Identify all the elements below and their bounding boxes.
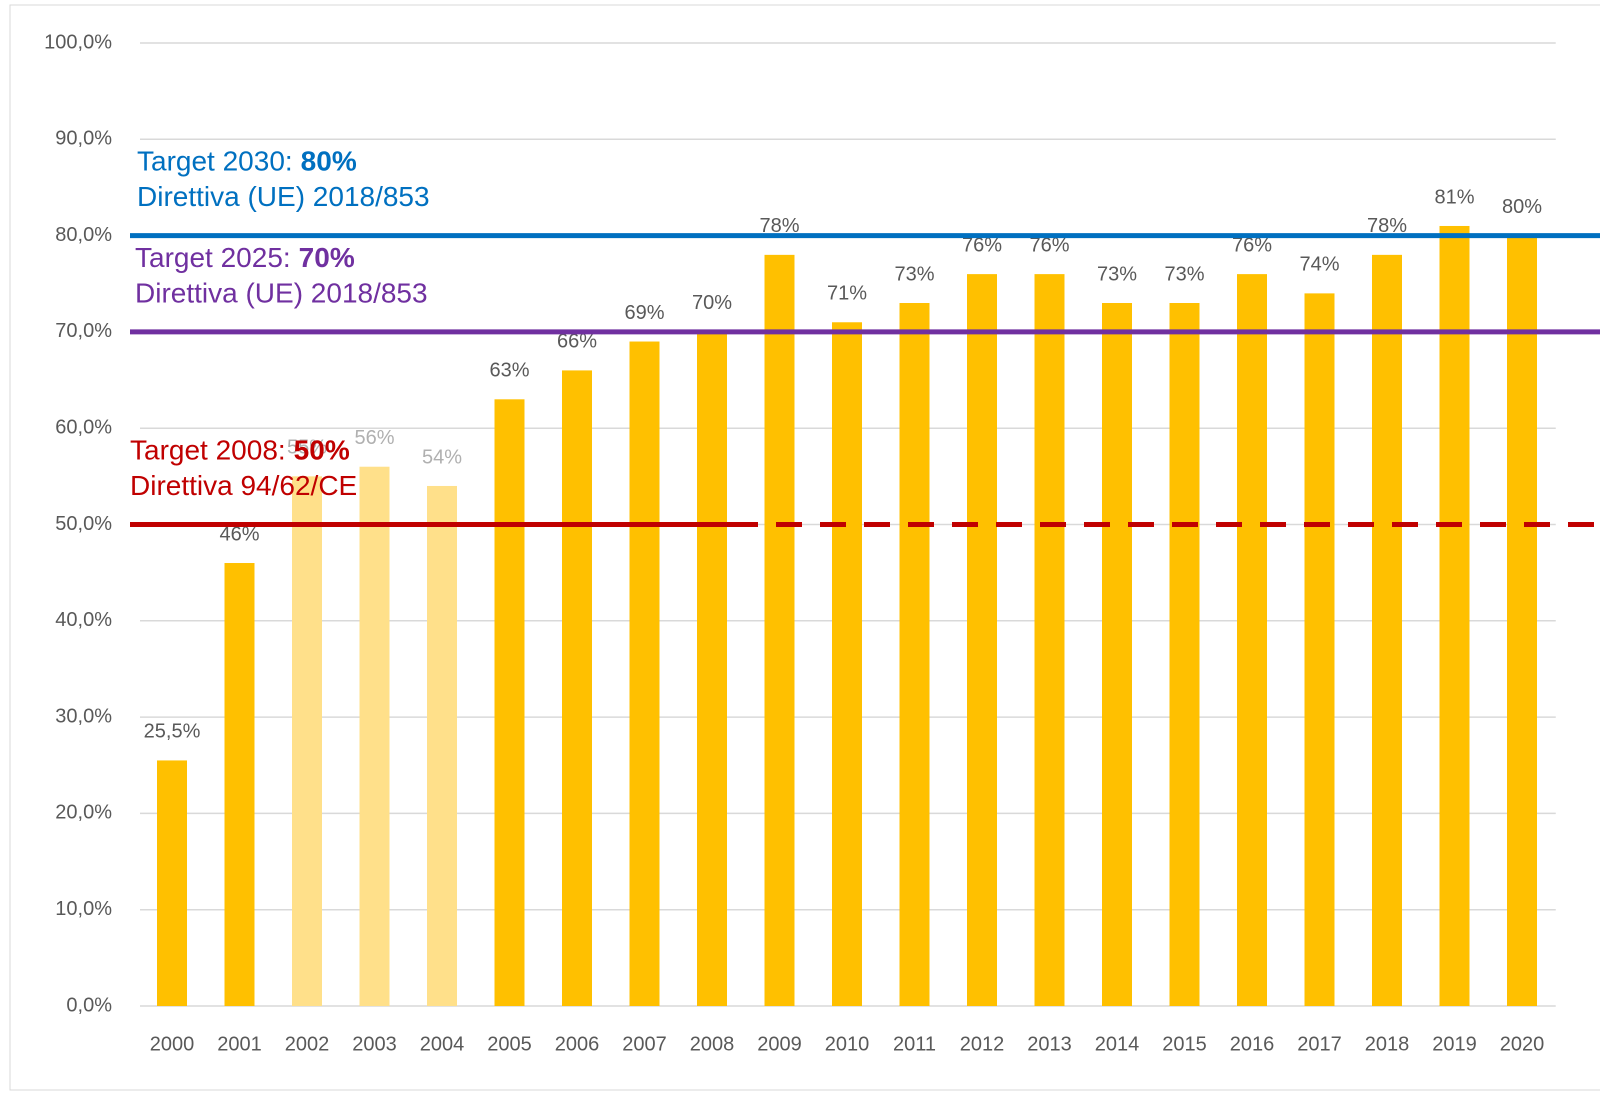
bar [427, 485, 457, 1007]
x-tick-label: 2004 [420, 1033, 465, 1055]
bar [967, 274, 997, 1006]
value-label: 73% [1097, 263, 1137, 285]
value-label: 80% [1502, 196, 1542, 218]
bar [832, 322, 862, 1006]
value-label: 73% [1164, 263, 1204, 285]
y-tick-label: 0,0% [66, 994, 112, 1016]
value-label: 63% [489, 360, 529, 382]
bar [1507, 235, 1537, 1007]
reference-label-text: Target 2025: [135, 242, 291, 273]
y-tick-label: 20,0% [55, 802, 112, 824]
bar [1169, 303, 1200, 1006]
x-tick-label: 2013 [1027, 1033, 1072, 1055]
value-label: 56% [354, 427, 394, 449]
x-tick-label: 2007 [622, 1033, 667, 1055]
x-tick-label: 2018 [1365, 1033, 1410, 1055]
bar [1237, 274, 1267, 1006]
x-tick-label: 2010 [825, 1033, 870, 1055]
bar [157, 760, 187, 1006]
x-tick-label: 2008 [690, 1033, 735, 1055]
x-tick-label: 2011 [893, 1033, 936, 1055]
x-tick-label: 2014 [1095, 1033, 1140, 1055]
bar [629, 341, 660, 1006]
x-tick-label: 2015 [1162, 1033, 1207, 1055]
y-tick-label: 70,0% [55, 320, 112, 342]
reference-label: Target 2008: 50% [130, 435, 350, 466]
reference-source: Direttiva (UE) 2018/853 [135, 277, 428, 308]
x-tick-label: 2000 [150, 1033, 195, 1055]
bar [224, 563, 255, 1006]
y-tick-label: 50,0% [55, 513, 112, 535]
reference-source: Direttiva (UE) 2018/853 [137, 181, 430, 212]
x-tick-label: 2001 [217, 1033, 262, 1055]
value-label: 78% [759, 215, 799, 237]
value-label: 25,5% [144, 721, 201, 743]
value-label: 74% [1299, 254, 1339, 276]
x-tick-label: 2003 [352, 1033, 397, 1055]
y-tick-label: 100,0% [44, 31, 112, 53]
x-tick-label: 2020 [1500, 1033, 1545, 1055]
bar [1034, 274, 1065, 1006]
reference-label-text: Target 2008: [130, 435, 286, 466]
value-label: 70% [692, 292, 732, 314]
bar [359, 466, 390, 1007]
x-tick-label: 2005 [487, 1033, 532, 1055]
reference-value-label: 80% [301, 146, 357, 177]
y-tick-label: 40,0% [55, 609, 112, 631]
x-tick-label: 2016 [1230, 1033, 1275, 1055]
bar [1304, 293, 1335, 1006]
value-label: 54% [422, 446, 462, 468]
bar [764, 254, 795, 1007]
y-tick-label: 80,0% [55, 224, 112, 246]
x-tick-label: 2017 [1297, 1033, 1342, 1055]
value-label: 78% [1367, 215, 1407, 237]
x-tick-label: 2012 [960, 1033, 1005, 1055]
value-label: 81% [1434, 186, 1474, 208]
reference-label: Target 2030: 80% [137, 146, 357, 177]
bar [1439, 225, 1470, 1007]
reference-value-label: 70% [299, 242, 355, 273]
reference-label: Target 2025: 70% [135, 242, 355, 273]
value-label: 55% [287, 437, 327, 459]
bar [1102, 303, 1132, 1006]
reference-source: Direttiva 94/62/CE [130, 470, 357, 501]
value-label: 76% [1029, 234, 1069, 256]
bar [292, 476, 322, 1007]
value-label: 76% [1232, 234, 1272, 256]
value-label: 71% [827, 283, 867, 305]
value-label: 76% [962, 234, 1002, 256]
bar [494, 399, 525, 1006]
x-tick-label: 2006 [555, 1033, 600, 1055]
value-label: 66% [557, 331, 597, 353]
bar [562, 370, 592, 1006]
y-tick-label: 30,0% [55, 705, 112, 727]
x-tick-label: 2019 [1432, 1033, 1477, 1055]
bar [697, 331, 727, 1006]
value-label: 73% [894, 263, 934, 285]
reference-label-text: Target 2030: [137, 146, 293, 177]
y-tick-label: 90,0% [55, 128, 112, 150]
x-tick-label: 2009 [757, 1033, 802, 1055]
value-label: 69% [624, 302, 664, 324]
bar [1372, 254, 1402, 1007]
value-label: 46% [219, 523, 259, 545]
reference-value-label: 50% [294, 435, 350, 466]
bar [899, 303, 930, 1006]
x-tick-label: 2002 [285, 1033, 330, 1055]
y-tick-label: 60,0% [55, 416, 112, 438]
y-tick-label: 10,0% [55, 898, 112, 920]
